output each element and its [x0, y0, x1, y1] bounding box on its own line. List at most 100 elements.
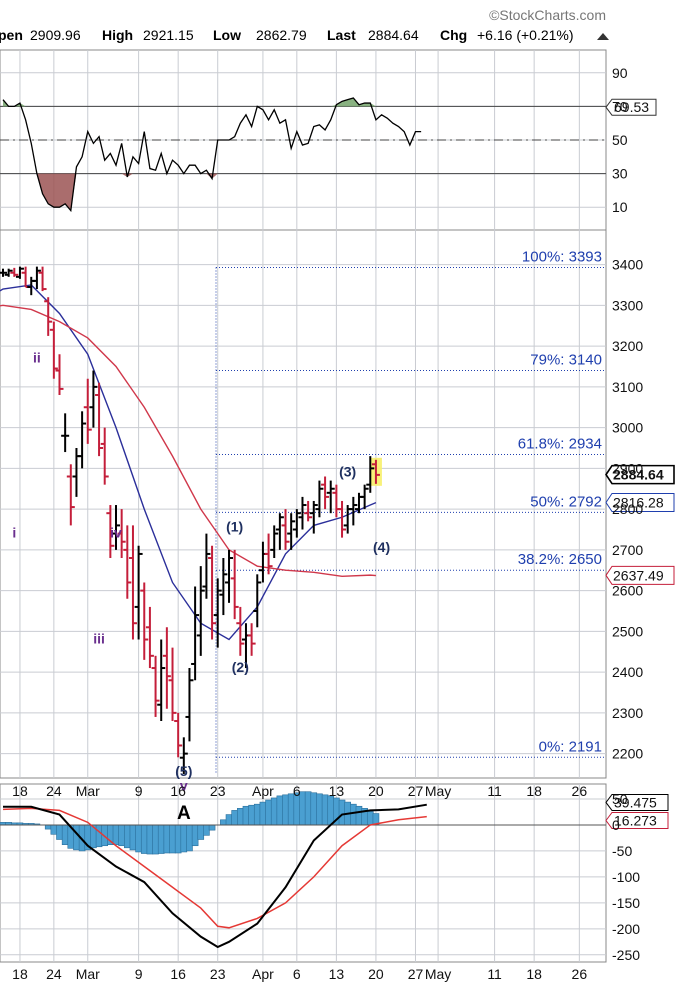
ohlc-bar	[83, 378, 92, 444]
ohlc-bar	[349, 496, 358, 526]
ohlc-bar	[95, 382, 104, 457]
x-tick-label: 20	[368, 966, 384, 982]
x-tick-label: 23	[210, 783, 226, 799]
watermark: ©StockCharts.com	[489, 7, 606, 23]
histogram-bar	[140, 824, 148, 854]
rsi-tag-box	[605, 98, 657, 116]
low-value: 2862.79	[256, 27, 307, 43]
ohlc-bar	[309, 500, 318, 534]
wave-label: ii	[33, 349, 41, 365]
histogram-bar	[310, 792, 318, 826]
histogram-bar	[338, 799, 346, 826]
histogram-bar	[44, 824, 52, 830]
ohlc-bar	[371, 459, 380, 484]
x-tick-label: Apr	[252, 783, 274, 799]
wave-label: iv	[110, 525, 122, 541]
macd-line	[3, 803, 427, 949]
last-value: 2884.64	[368, 27, 419, 43]
x-tick-label: 18	[12, 783, 28, 799]
ohlc-bar	[253, 574, 262, 628]
y-tick-label: 2800	[612, 501, 643, 517]
y-tick-label: 3400	[612, 257, 643, 273]
y-tick-label: 2700	[612, 542, 643, 558]
ohlc-bar	[128, 525, 137, 640]
rsi-layer: 69.53	[0, 97, 657, 213]
ohlc-bar	[354, 492, 363, 514]
y-tick-label: 2400	[612, 664, 643, 680]
ohlc-bar	[168, 647, 177, 722]
ohlc-bar	[32, 266, 41, 290]
ohlc-bar	[236, 606, 245, 656]
fib-label: 38.2%: 2650	[518, 551, 602, 568]
ohlc-bar	[145, 606, 154, 669]
histogram-bar	[197, 824, 205, 840]
ohlc-bar	[38, 266, 47, 292]
x-tick-label: 11	[487, 783, 502, 799]
histogram-bar	[237, 808, 244, 826]
histogram-bar	[304, 791, 312, 826]
x-tick-label: 9	[135, 966, 143, 982]
histogram-bar	[208, 824, 216, 831]
histogram-bar	[169, 824, 176, 854]
x-tick-label: 13	[329, 966, 345, 982]
macd-panel-frame	[0, 783, 607, 963]
fib-label: 50%: 2792	[530, 493, 602, 510]
y-tick-label: 0	[612, 817, 620, 833]
histogram-bar	[321, 794, 329, 826]
histogram-bar	[270, 797, 278, 826]
x-tick-label: 27	[408, 966, 424, 982]
x-tick-label: Mar	[76, 966, 100, 982]
high-value: 2921.15	[143, 27, 194, 43]
price-tag-label: 2816.28	[613, 494, 664, 510]
y-tick-label: 2200	[612, 746, 643, 762]
x-tick-label: 6	[293, 783, 301, 799]
chg-value: +6.16 (+0.21%)	[477, 27, 574, 43]
y-tick-label: 2300	[612, 705, 643, 721]
x-tick-label: 26	[572, 966, 588, 982]
histogram-bar	[95, 824, 103, 848]
ohlc-bar	[264, 533, 273, 575]
y-tick-label: 3300	[612, 297, 643, 313]
histogram-bar	[163, 824, 171, 854]
histogram-bar	[157, 824, 165, 854]
rsi-oversold-fill	[3, 173, 422, 211]
y-tick-label: -100	[612, 869, 640, 885]
histogram-bar	[191, 824, 199, 847]
histogram-bar	[242, 805, 250, 826]
x-tick-label: 20	[368, 783, 384, 799]
ohlc-bar	[49, 321, 58, 379]
histogram-bar	[129, 824, 137, 851]
histogram-bar	[152, 824, 159, 855]
chg-label: Chg	[440, 27, 467, 43]
ohlc-bar	[162, 627, 171, 709]
ohlc-bar	[219, 558, 228, 616]
x-tick-label: 16	[170, 966, 186, 982]
moving-average-line	[0, 284, 377, 641]
histogram-bar	[50, 824, 58, 835]
x-tick-label: May	[425, 966, 451, 982]
histogram-bar	[327, 795, 335, 826]
macd-tag-label: 16.273	[614, 813, 657, 829]
ohlc-bar	[213, 578, 222, 648]
y-tick-label: 10	[612, 199, 628, 215]
ohlc-bar	[304, 500, 313, 522]
wave-label: (5)	[175, 763, 192, 779]
rsi-overbought-fill	[3, 98, 422, 107]
ohlc-bar	[298, 496, 307, 530]
fib-label: 79%: 3140	[530, 352, 602, 369]
wave-label: (4)	[373, 539, 390, 555]
ohlc-bar	[338, 500, 347, 538]
x-tick-label: 23	[210, 966, 226, 982]
histogram-bar	[112, 824, 120, 845]
x-tick-label: Mar	[76, 783, 100, 799]
high-label: High	[102, 27, 133, 43]
y-tick-label: 30	[612, 166, 628, 182]
x-tick-label: 24	[46, 966, 62, 982]
ohlc-bar	[270, 525, 279, 559]
histogram-bar	[124, 824, 131, 849]
ohlc-bar	[10, 267, 19, 277]
ohlc-bar	[208, 545, 217, 640]
macd-value-tag: 39.475	[605, 793, 669, 811]
y-tick-label: 70	[612, 98, 628, 114]
y-tick-label: 90	[612, 65, 628, 81]
